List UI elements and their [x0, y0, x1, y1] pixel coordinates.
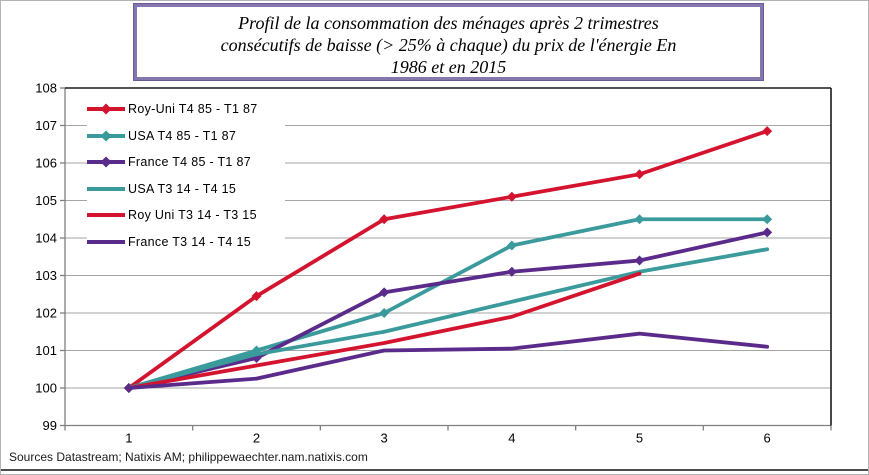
x-axis-label: 3 — [381, 431, 388, 446]
legend-swatch-roy-uni-14 — [87, 213, 125, 218]
y-axis-label: 99 — [43, 418, 57, 433]
legend-swatch-france-14 — [87, 239, 125, 244]
x-axis-label: 2 — [253, 431, 260, 446]
series-line-0 — [126, 129, 770, 390]
legend-swatch-usa-14 — [87, 186, 125, 191]
series-marker-1 — [506, 240, 517, 251]
legend-diamond-icon — [100, 103, 112, 115]
legend-label: USA T3 14 - T4 15 — [128, 181, 237, 196]
series-marker-2 — [379, 287, 390, 298]
legend-item-roy-uni-14: Roy Uni T3 14 - T3 15 — [87, 202, 285, 229]
y-axis-label: 101 — [35, 343, 57, 358]
legend: Roy-Uni T4 85 - T1 87 USA T4 85 - T1 87 … — [87, 96, 285, 256]
y-axis-label: 102 — [35, 306, 57, 321]
legend-label: France T3 14 - T4 15 — [128, 234, 251, 249]
series-marker-1 — [634, 214, 645, 225]
series-marker-2 — [762, 227, 773, 238]
legend-swatch-usa-85 — [87, 130, 125, 142]
y-axis-label: 107 — [35, 118, 57, 133]
page-title-line-1: Profil de la consommation des ménages ap… — [238, 13, 659, 33]
series-marker-0 — [251, 291, 262, 302]
series-marker-1 — [379, 308, 390, 318]
bottom-rule — [1, 469, 868, 471]
legend-swatch-roy-uni-85 — [87, 103, 125, 115]
legend-item-france-14: France T3 14 - T4 15 — [87, 229, 285, 256]
series-marker-2 — [634, 255, 645, 266]
legend-label: Roy-Uni T4 85 - T1 87 — [128, 102, 258, 117]
legend-item-usa-14: USA T3 14 - T4 15 — [87, 176, 285, 203]
series-marker-0 — [762, 126, 773, 137]
series-line-4 — [126, 271, 642, 390]
x-axis-label: 1 — [125, 431, 132, 446]
legend-item-france-85: France T4 85 - T1 87 — [87, 149, 285, 176]
legend-swatch-france-85 — [87, 156, 125, 168]
series-marker-0 — [634, 169, 645, 180]
page-title-line-3: 1986 et en 2015 — [390, 57, 507, 77]
series-marker-2 — [506, 266, 517, 277]
legend-label: France T4 85 - T1 87 — [128, 155, 251, 170]
legend-label: USA T4 85 - T1 87 — [128, 128, 237, 143]
legend-item-usa-85: USA T4 85 - T1 87 — [87, 123, 285, 150]
x-axis-label: 5 — [636, 431, 643, 446]
y-axis-label: 103 — [35, 268, 57, 283]
legend-diamond-icon — [100, 156, 112, 168]
y-axis-label: 108 — [35, 81, 57, 96]
series-line-3 — [126, 247, 770, 390]
y-axis-label: 104 — [35, 231, 57, 246]
series-line-2 — [126, 230, 770, 390]
series-marker-1 — [762, 214, 773, 225]
chart-title-box: Profil de la consommation des ménages ap… — [133, 3, 764, 81]
x-axis-label: 6 — [764, 431, 771, 446]
y-axis-label: 106 — [35, 156, 57, 171]
source-note: Sources Datastream; Natixis AM; philippe… — [9, 450, 368, 464]
series-marker-0 — [506, 191, 517, 202]
series-marker-0 — [379, 214, 390, 225]
x-axis-label: 4 — [508, 431, 515, 446]
legend-item-roy-uni-85: Roy-Uni T4 85 - T1 87 — [87, 96, 285, 123]
y-axis-label: 105 — [35, 193, 57, 208]
legend-label: Roy Uni T3 14 - T3 15 — [128, 208, 257, 223]
series-line-5 — [126, 331, 770, 390]
page-title-line-2: consécutifs de baisse (> 25% à chaque) d… — [220, 35, 677, 55]
series-line-1 — [126, 217, 770, 390]
y-axis-label: 100 — [35, 381, 57, 396]
legend-diamond-icon — [100, 130, 112, 142]
